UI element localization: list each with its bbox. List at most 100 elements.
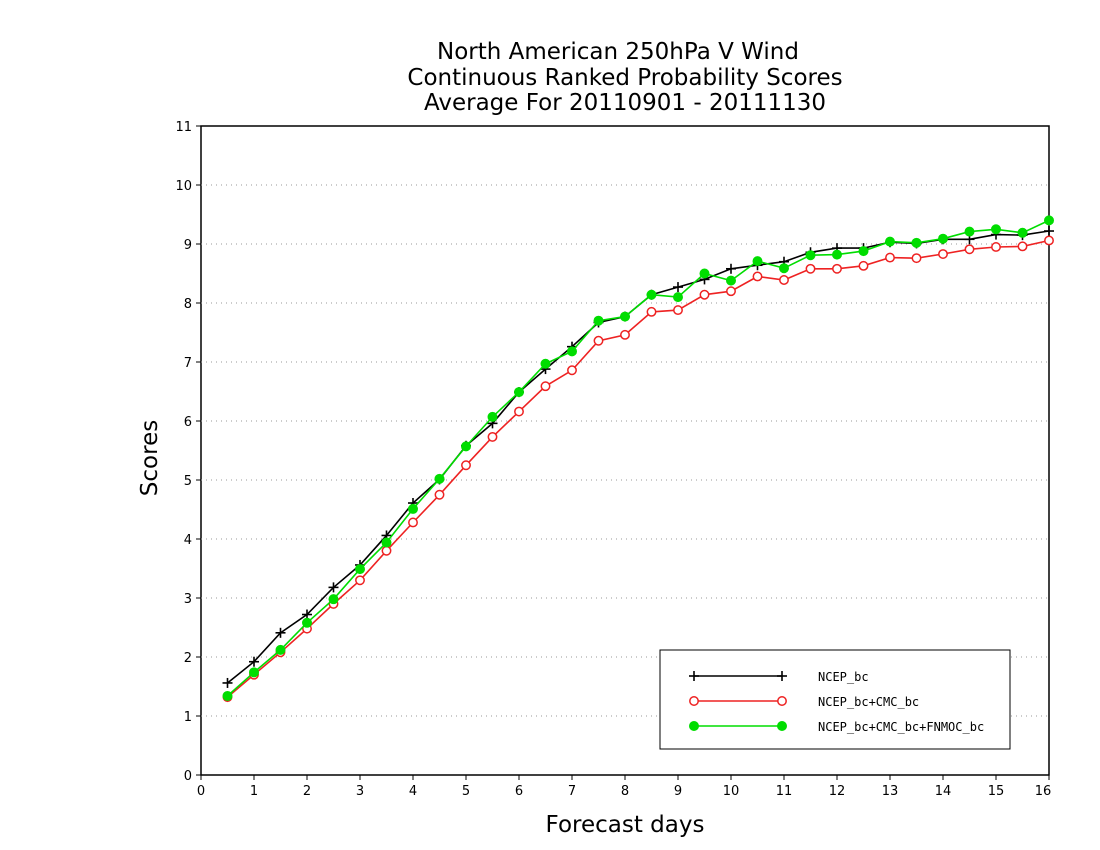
legend-entry: NCEP_bc+CMC_bc+FNMOC_bc — [689, 720, 984, 734]
data-point — [434, 489, 445, 500]
series-line — [226, 219, 1050, 697]
data-point — [355, 564, 365, 575]
data-point — [302, 617, 312, 628]
legend-entry: NCEP_bc+CMC_bc — [689, 695, 919, 709]
x-tick-label: 9 — [674, 784, 682, 799]
data-point — [408, 503, 418, 514]
y-tick-label: 1 — [184, 710, 192, 725]
data-point — [461, 441, 471, 452]
data-point — [567, 365, 577, 376]
legend-marker — [777, 696, 787, 706]
legend-label: NCEP_bc+CMC_bc — [818, 695, 919, 709]
x-tick-label: 2 — [303, 784, 311, 799]
data-point — [1044, 226, 1054, 237]
data-point — [328, 582, 339, 593]
data-point — [885, 252, 895, 263]
x-tick-label: 1 — [250, 784, 258, 799]
data-point — [222, 677, 233, 688]
data-point — [726, 286, 736, 297]
x-tick-label: 14 — [935, 784, 952, 799]
x-tick-label: 13 — [882, 784, 899, 799]
data-point — [805, 250, 816, 261]
legend-marker — [689, 671, 699, 681]
y-tick-label: 10 — [175, 179, 192, 194]
y-tick-label: 7 — [184, 356, 192, 371]
data-point — [620, 311, 630, 322]
data-point — [726, 275, 736, 286]
data-point — [461, 460, 471, 471]
data-point — [646, 289, 657, 300]
x-tick-label: 4 — [409, 784, 417, 799]
data-point — [620, 329, 630, 340]
data-point — [726, 263, 736, 274]
data-point — [222, 690, 233, 701]
legend-entry: NCEP_bc — [689, 670, 869, 684]
x-tick-label: 3 — [356, 784, 364, 799]
data-point — [1044, 235, 1054, 246]
data-point — [752, 271, 763, 282]
data-point — [646, 306, 657, 317]
data-point — [885, 236, 895, 247]
y-tick-label: 6 — [184, 415, 192, 430]
data-point — [381, 537, 392, 548]
x-axis-label: Forecast days — [546, 812, 705, 838]
legend: NCEP_bc NCEP_bc+CMC_bc NCEP_bc+CMC_bc+FNMO… — [659, 649, 1011, 750]
y-tick-label: 5 — [184, 474, 192, 489]
legend-box — [659, 649, 1011, 750]
y-tick-label: 2 — [184, 651, 192, 666]
data-point — [540, 358, 551, 369]
y-tick-label: 11 — [175, 120, 192, 135]
x-tick-label: 6 — [515, 784, 523, 799]
data-point — [938, 233, 948, 244]
data-point — [540, 381, 551, 392]
series-line — [226, 230, 1050, 684]
data-point — [805, 263, 816, 274]
legend-marker — [689, 721, 699, 731]
y-axis-label: Scores — [137, 420, 163, 496]
data-point — [858, 246, 869, 257]
data-point — [514, 387, 524, 398]
data-point — [832, 249, 842, 260]
data-point — [938, 249, 948, 259]
data-point — [434, 473, 445, 484]
chart-title-line-3: Average For 20110901 - 20111130 — [424, 90, 826, 116]
grid-lines — [201, 184, 1049, 717]
x-tick-label: 16 — [1035, 784, 1052, 799]
data-point — [567, 346, 577, 357]
x-tick-label: 12 — [829, 784, 846, 799]
series-2 — [222, 215, 1054, 701]
data-point — [832, 263, 842, 274]
data-point — [249, 656, 259, 667]
series-line — [226, 239, 1050, 698]
legend-marker — [777, 671, 787, 681]
y-tick-label: 0 — [184, 769, 192, 784]
data-point — [1017, 241, 1028, 252]
data-point — [911, 253, 922, 264]
chart-title-line-2: Continuous Ranked Probability Scores — [407, 65, 842, 91]
data-point — [328, 594, 339, 605]
data-point — [275, 644, 286, 655]
data-point — [593, 335, 604, 346]
y-tick-label: 3 — [184, 592, 192, 607]
y-tick-label: 9 — [184, 238, 192, 253]
series-layer — [222, 215, 1054, 703]
data-point — [487, 411, 498, 422]
x-tick-label: 7 — [568, 784, 576, 799]
x-tick-label: 5 — [462, 784, 470, 799]
data-point — [779, 263, 789, 274]
data-point — [911, 237, 922, 248]
data-point — [408, 517, 418, 528]
x-tick-label: 8 — [621, 784, 629, 799]
data-point — [991, 242, 1001, 252]
data-point — [514, 406, 524, 417]
data-point — [991, 224, 1001, 235]
data-point — [355, 575, 365, 586]
y-tick-label: 4 — [184, 533, 192, 548]
legend-label: NCEP_bc+CMC_bc+FNMOC_bc — [818, 720, 984, 734]
data-point — [964, 244, 975, 255]
data-point — [275, 627, 286, 638]
chart-title: North American 250hPa V Wind Continuous … — [407, 39, 842, 116]
legend-marker — [777, 721, 787, 731]
data-point — [593, 315, 604, 326]
